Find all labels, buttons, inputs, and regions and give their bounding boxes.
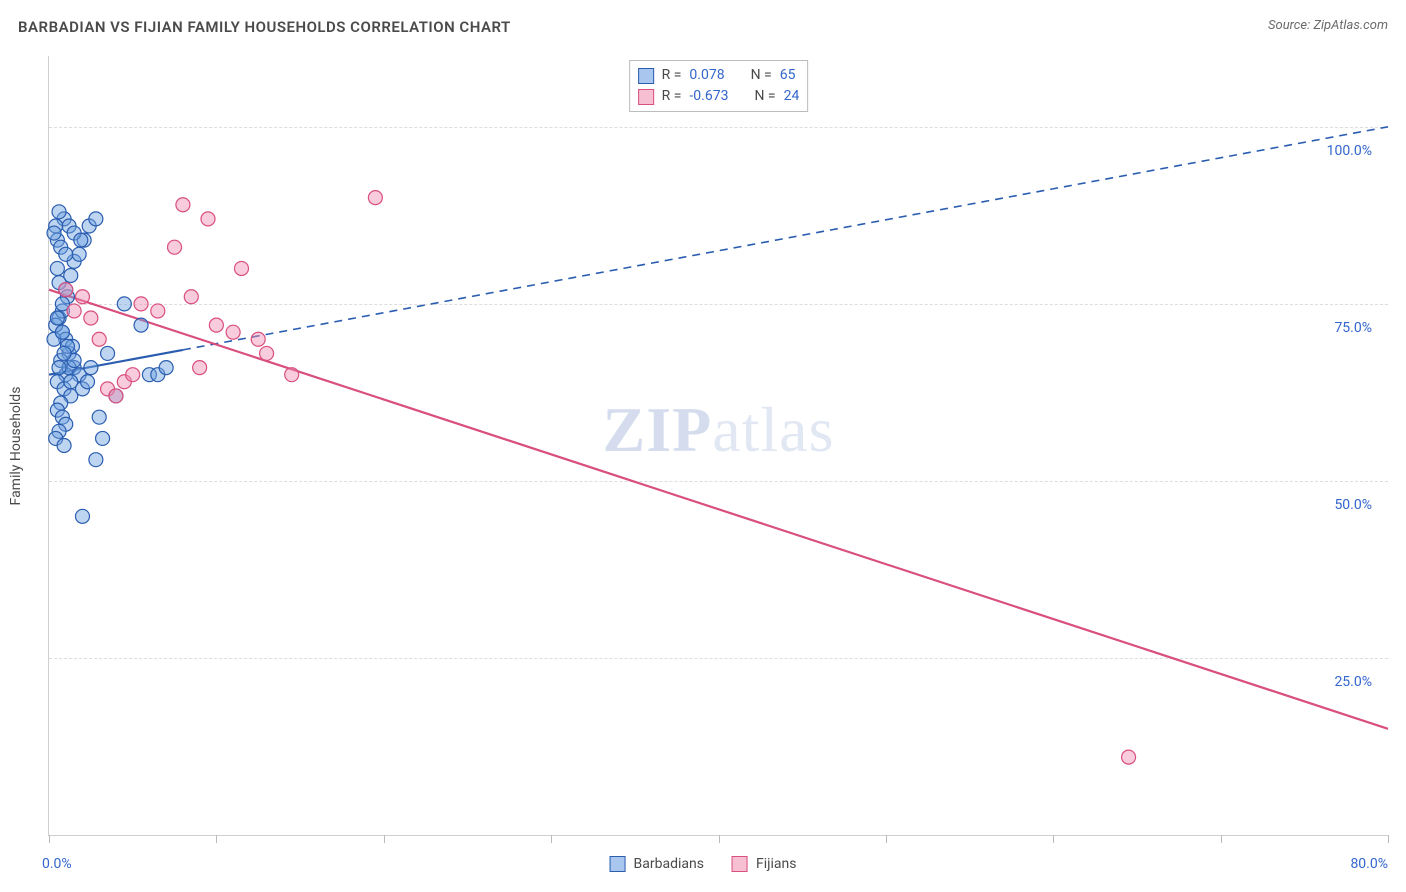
swatch-series2 (638, 89, 654, 105)
n-label-1: N = (751, 65, 772, 86)
r-value-2: -0.673 (689, 86, 728, 107)
stats-legend: R = 0.078 N = 65 R = -0.673 N = 24 (629, 60, 809, 112)
x-tick (1388, 835, 1389, 843)
swatch-series2-bottom (732, 856, 748, 872)
x-tick (719, 835, 720, 843)
trend-line-series2 (49, 290, 1388, 729)
stats-row-series1: R = 0.078 N = 65 (638, 65, 800, 86)
r-label-1: R = (662, 65, 682, 86)
trend-line-dashed (183, 127, 1388, 350)
x-tick (886, 835, 887, 843)
source-label: Source: (1268, 18, 1310, 33)
x-tick (384, 835, 385, 843)
x-axis-max-label: 80.0% (1350, 856, 1388, 872)
chart-svg (49, 56, 1388, 835)
legend-item-series1: Barbadians (610, 856, 704, 872)
scatter-points-series2 (59, 191, 1136, 764)
x-tick (551, 835, 552, 843)
swatch-series1 (638, 68, 654, 84)
n-label-2: N = (754, 86, 775, 107)
stats-row-series2: R = -0.673 N = 24 (638, 86, 800, 107)
legend-label-series2: Fijians (756, 856, 796, 872)
x-tick (216, 835, 217, 843)
source-attribution: Source: ZipAtlas.com (1268, 18, 1388, 33)
y-axis-label: Family Households (8, 387, 24, 506)
swatch-series1-bottom (610, 856, 626, 872)
x-tick (1221, 835, 1222, 843)
x-axis-min-label: 0.0% (42, 856, 72, 872)
r-label-2: R = (662, 86, 682, 107)
x-tick (49, 835, 50, 843)
plot-area: ZIPatlas 25.0%50.0%75.0%100.0% R = 0.078… (48, 56, 1388, 836)
r-value-1: 0.078 (689, 65, 724, 86)
n-value-2: 24 (784, 86, 800, 107)
n-value-1: 65 (780, 65, 796, 86)
source-value: ZipAtlas.com (1313, 18, 1388, 33)
legend-item-series2: Fijians (732, 856, 796, 872)
chart-title: BARBADIAN VS FIJIAN FAMILY HOUSEHOLDS CO… (18, 18, 511, 36)
legend-label-series1: Barbadians (634, 856, 704, 872)
series-legend: Barbadians Fijians (610, 856, 797, 872)
x-tick (1053, 835, 1054, 843)
